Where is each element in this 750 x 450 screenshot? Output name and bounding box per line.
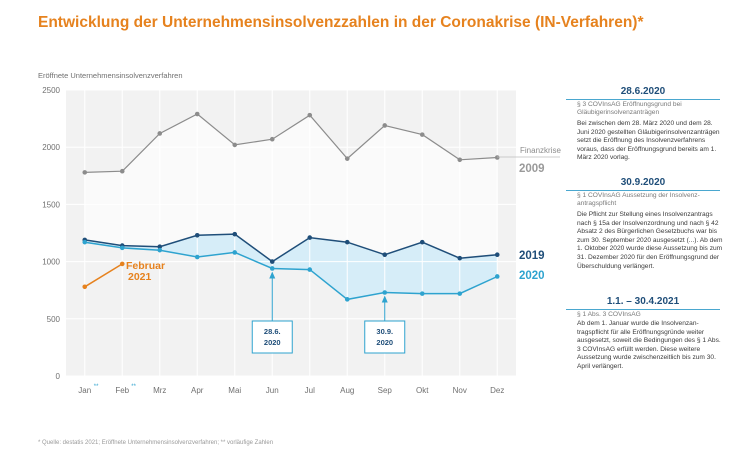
data-point-2009: [82, 170, 88, 175]
sidebar-body-2: Die Pflicht zur Stellung eines Insolvenz…: [577, 211, 723, 270]
data-point-2009: [194, 111, 200, 117]
data-point-2019: [457, 255, 463, 261]
annotation-date: 28.6.: [264, 327, 281, 336]
data-point-2020: [494, 274, 500, 279]
series-line-2019: [84, 233, 498, 263]
data-point-2020: [344, 297, 350, 302]
sidebar-subtitle-1: § 3 COVInsAG Eröffnungsgrund bei Gläubig…: [577, 101, 682, 117]
data-point-2019: [307, 235, 313, 240]
data-point-2009: [494, 155, 500, 160]
finanzkrise-label-group: Finanzkrise 2009: [497, 146, 561, 175]
x-tick-label: Jul: [305, 386, 315, 395]
y-tick-label: 500: [47, 315, 61, 324]
x-tick-marker: **: [94, 384, 99, 390]
data-point-2020: [307, 267, 313, 272]
sidebar-rule-3: [566, 309, 720, 310]
y-tick-label: 2500: [42, 86, 60, 95]
data-point-2020: [269, 266, 275, 271]
data-point-2019: [494, 252, 500, 258]
data-point-2019: [382, 252, 388, 258]
data-point-2009: [344, 156, 350, 161]
chart-title: Entwicklung der Unternehmensinsolvenzzah…: [38, 14, 644, 31]
data-point-februar-2021: [119, 261, 125, 267]
finanzkrise-label: Finanzkrise: [520, 146, 561, 155]
data-point-februar-2021: [82, 284, 88, 290]
annotation-box: [364, 320, 406, 354]
y-axis-label: Eröffnete Unternehmensinsolvenzverfahren: [38, 71, 183, 80]
data-point-2019: [269, 259, 275, 264]
x-tick-label: Okt: [416, 386, 429, 395]
data-point-2020: [232, 250, 238, 255]
series-label-2019: 2019: [519, 250, 545, 262]
area-fill-2020: [84, 234, 498, 300]
x-tick-label: Dez: [490, 386, 504, 395]
data-point-2019: [194, 232, 200, 238]
annotation-date: 30.9.: [376, 327, 393, 336]
series-line-2009: [84, 113, 498, 173]
data-point-2009: [119, 168, 125, 174]
data-point-2020: [382, 290, 388, 295]
x-tick-label: Jan: [78, 386, 91, 395]
data-point-2019: [157, 244, 163, 250]
x-tick-label: Sep: [378, 386, 393, 395]
sidebar-body-3: Ab dem 1. Januar wurde die Insolvenzan­t…: [577, 320, 721, 370]
y-tick-label: 1000: [42, 258, 60, 267]
data-point-2009: [307, 112, 313, 118]
data-point-2020: [457, 291, 463, 296]
series-points: [82, 111, 500, 302]
sidebar-date-1: 28.6.2020: [620, 86, 666, 97]
annotation-arrowhead: [381, 295, 388, 303]
sidebar-body-1: Bei zwischen dem 28. März 2020 und dem 2…: [577, 120, 720, 162]
series-label-2021: 2021: [128, 271, 152, 283]
data-point-2020: [157, 247, 163, 253]
data-point-2009: [269, 136, 275, 142]
x-tick-label: Jun: [266, 386, 279, 395]
data-point-2009: [457, 157, 463, 163]
data-point-2009: [382, 123, 388, 128]
series-line-februar-2021: [84, 263, 123, 288]
x-tick-label: Mrz: [153, 386, 166, 395]
x-tick-label: Feb: [115, 386, 129, 395]
series-line-2020: [84, 241, 498, 301]
y-tick-label: 2000: [42, 143, 60, 152]
data-point-2020: [82, 239, 88, 245]
annotation-box: [251, 320, 293, 354]
footnote: * Quelle: destatis 2021; Eröffnete Unter…: [38, 440, 274, 446]
sidebar-rule-1: [566, 99, 720, 100]
data-point-2020: [119, 245, 125, 251]
x-tick-marker: **: [131, 384, 136, 390]
data-point-2020: [194, 254, 200, 260]
data-point-2019: [232, 231, 238, 237]
annotation-arrowhead: [269, 271, 276, 279]
data-point-2009: [232, 142, 238, 148]
area-fills: [84, 114, 498, 300]
sidebar-date-3: 1.1. – 30.4.2021: [606, 296, 680, 307]
data-point-2020: [419, 291, 425, 296]
series-label-2009: 2009: [519, 163, 545, 175]
area-fill-2009: [84, 114, 498, 262]
data-point-2019: [344, 239, 350, 245]
series-label-2020: 2020: [519, 270, 545, 282]
data-point-2009: [419, 132, 425, 137]
x-tick-label: Apr: [191, 386, 204, 395]
x-tick-label: Mai: [228, 386, 241, 395]
y-tick-label: 0: [56, 372, 61, 381]
series-label-februar: Februar: [126, 260, 165, 272]
annotations: 28.6. 2020 30.9. 2020: [251, 271, 406, 354]
x-tick-label: Aug: [340, 386, 354, 395]
data-point-2009: [157, 131, 163, 136]
annotation-year: 2020: [264, 338, 281, 347]
series-lines: [84, 113, 498, 301]
x-tick-label: Nov: [453, 386, 467, 395]
sidebar-rule-2: [566, 190, 720, 191]
y-tick-label: 1500: [42, 200, 60, 209]
annotation-year: 2020: [376, 338, 393, 347]
sidebar-date-2: 30.9.2020: [620, 177, 666, 188]
sidebar-subtitle-2: § 1 COVInsAG Aussetzung der Insolvenz­an…: [577, 192, 700, 208]
sidebar-subtitle-3: § 1 Abs. 3 COVInsAG: [577, 311, 641, 318]
data-point-2019: [419, 239, 425, 245]
